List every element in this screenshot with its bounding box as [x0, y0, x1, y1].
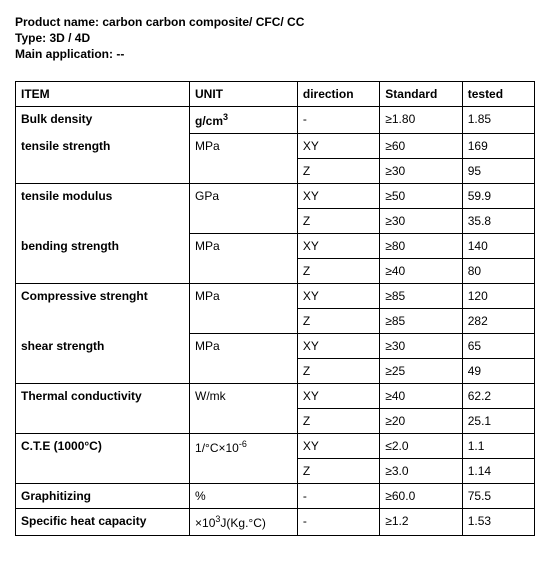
- col-standard: Standard: [380, 82, 462, 107]
- main-application: Main application: --: [15, 47, 541, 61]
- col-unit: UNIT: [190, 82, 298, 107]
- col-direction: direction: [297, 82, 379, 107]
- product-name: Product name: carbon carbon composite/ C…: [15, 15, 541, 29]
- col-tested: tested: [462, 82, 534, 107]
- table-row: Compressive strenght MPa XY ≥85 120: [16, 284, 535, 309]
- spec-table: ITEM UNIT direction Standard tested Bulk…: [15, 81, 535, 536]
- table-row: bending strength MPa XY ≥80 140: [16, 234, 535, 259]
- table-row: C.T.E (1000°C) 1/°C×10-6 XY ≤2.0 1.1: [16, 434, 535, 459]
- table-row: Specific heat capacity ×103J(Kg.°C) - ≥1…: [16, 509, 535, 536]
- col-item: ITEM: [16, 82, 190, 107]
- table-row: Bulk density g/cm3 - ≥1.80 1.85: [16, 107, 535, 134]
- table-row: Thermal conductivity W/mk XY ≥40 62.2: [16, 384, 535, 409]
- type: Type: 3D / 4D: [15, 31, 541, 45]
- table-row: Graphitizing % - ≥60.0 75.5: [16, 484, 535, 509]
- table-row: tensile strength MPa XY ≥60 169: [16, 134, 535, 159]
- table-row: tensile modulus GPa XY ≥50 59.9: [16, 184, 535, 209]
- table-row: shear strength MPa XY ≥30 65: [16, 334, 535, 359]
- table-header-row: ITEM UNIT direction Standard tested: [16, 82, 535, 107]
